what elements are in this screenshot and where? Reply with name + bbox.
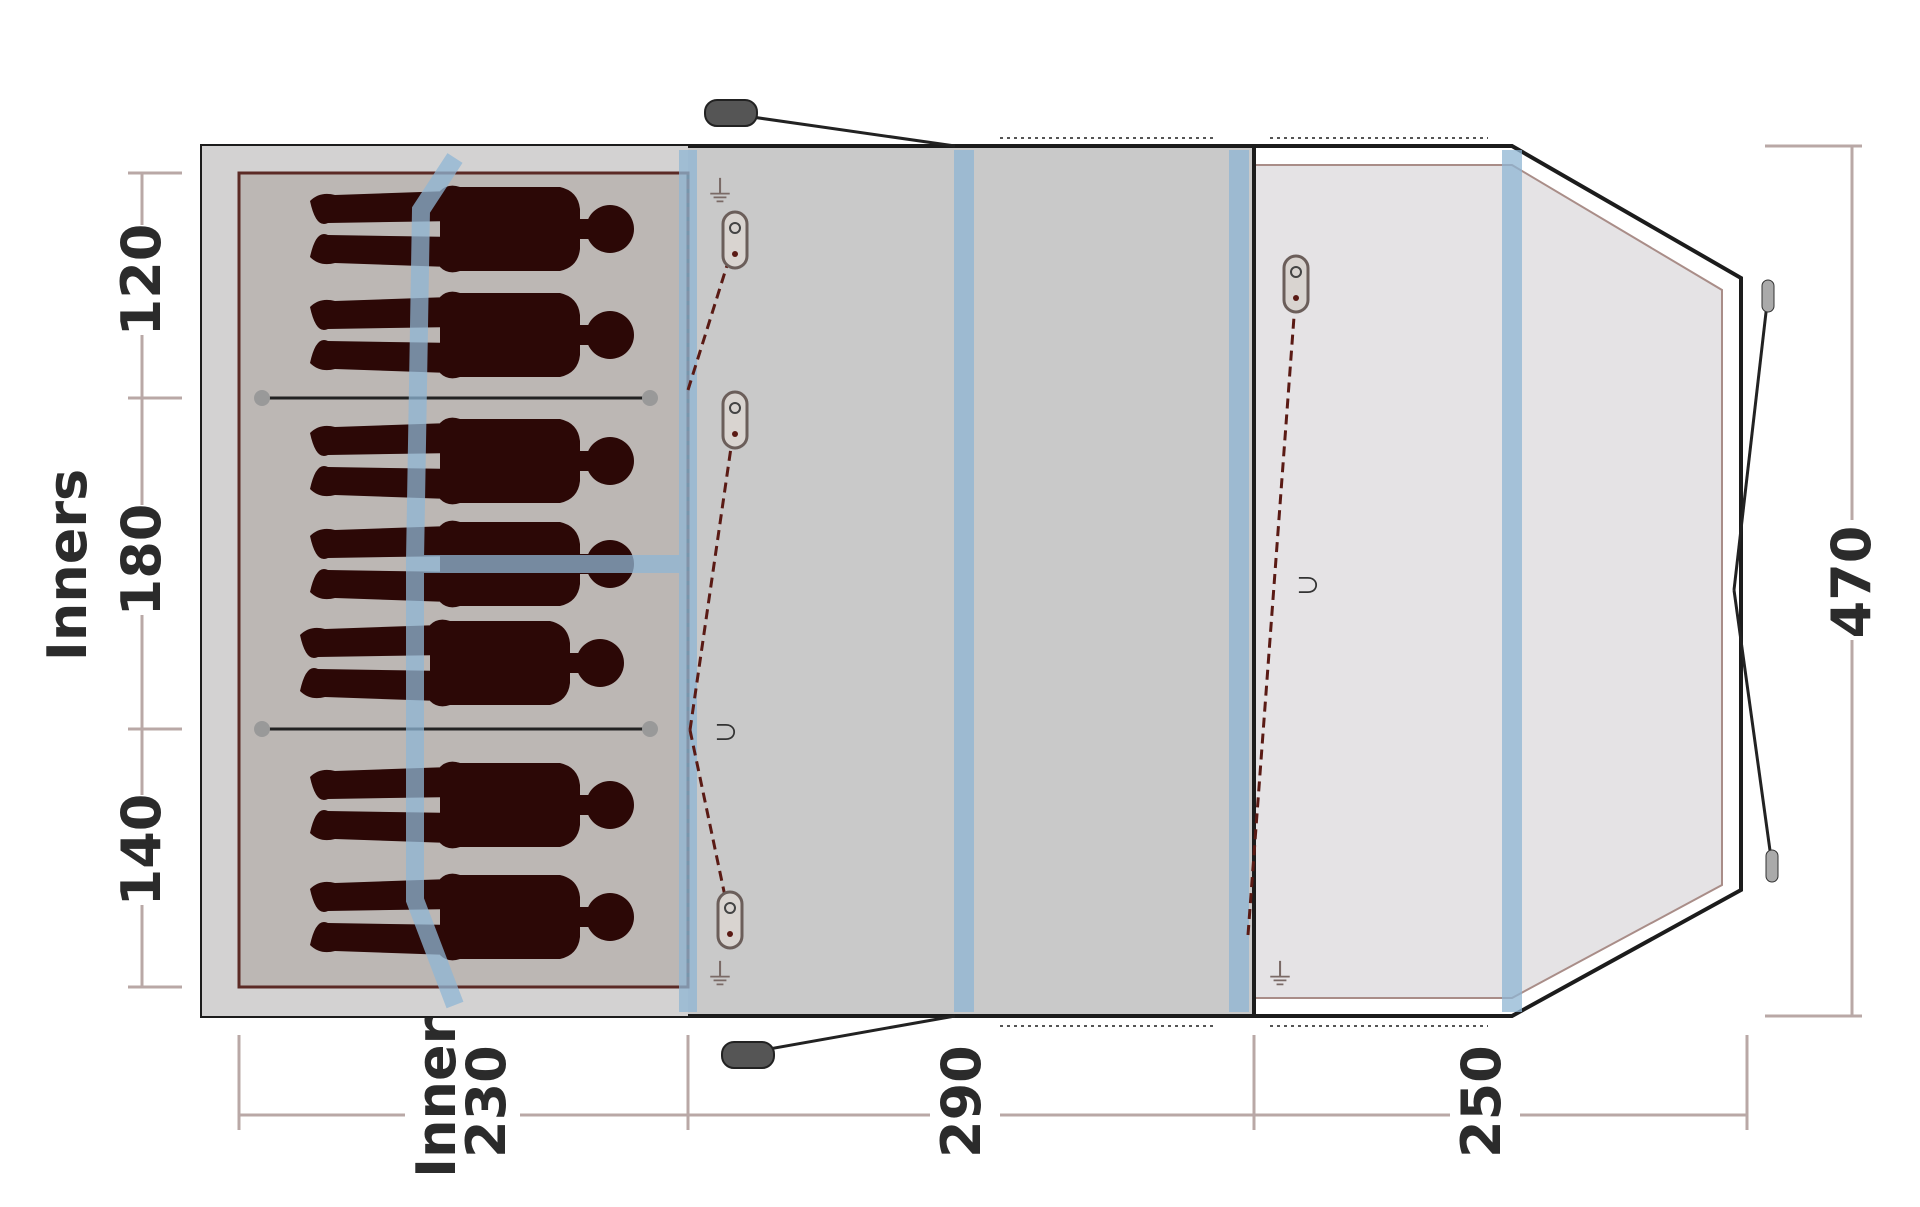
magnet-icon: ∩: [709, 719, 749, 745]
electric-hookup-icon: ⏚: [705, 176, 735, 209]
peg-icon: [716, 890, 744, 950]
magnet-icon: ∩: [1291, 572, 1331, 598]
depth-dimensions: [237, 1035, 1749, 1200]
peg-icon: [1282, 254, 1310, 314]
inners-label: Inners: [36, 469, 99, 661]
inner-width-140: 140: [110, 794, 173, 907]
divider-toggle-icon: [642, 721, 658, 737]
peg-icon: [1761, 279, 1775, 313]
air-pole: [406, 153, 464, 1009]
divider-toggle-icon: [642, 390, 658, 406]
peg-icon: [721, 210, 749, 270]
electric-hookup-icon: ⏚: [1265, 959, 1295, 992]
inner-width-120: 120: [110, 224, 173, 337]
air-poles: [406, 150, 1522, 1012]
storm-peg-icon: [721, 1041, 775, 1069]
divider-toggle-icon: [254, 390, 270, 406]
inner-depth-230: 230: [455, 1045, 518, 1158]
front-guyline: [1732, 589, 1774, 866]
storm-peg-icon: [704, 99, 758, 127]
divider-toggle-icon: [254, 721, 270, 737]
front-guyline: [1732, 294, 1770, 591]
living-depth-290: 290: [930, 1045, 993, 1158]
inner-width-dimensions: [115, 171, 182, 989]
peg-icon: [721, 390, 749, 450]
inner-width-180: 180: [110, 504, 173, 617]
inner-label: Inner: [405, 1017, 468, 1178]
electric-hookup-icon: ⏚: [705, 959, 735, 992]
peg-icon: [1765, 849, 1779, 883]
overall-width-470: 470: [1820, 526, 1883, 639]
porch-depth-250: 250: [1450, 1045, 1513, 1158]
